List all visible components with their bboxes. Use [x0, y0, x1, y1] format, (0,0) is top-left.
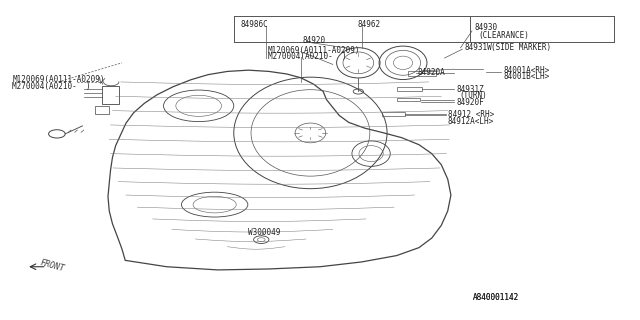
Text: 84001A<RH>: 84001A<RH>: [504, 66, 550, 75]
Text: 84962: 84962: [357, 20, 380, 29]
Text: 84931W: 84931W: [465, 43, 492, 52]
Text: A840001142: A840001142: [473, 292, 520, 301]
Text: M270004(A0210-  ): M270004(A0210- ): [12, 82, 91, 91]
Text: 84912 <RH>: 84912 <RH>: [448, 110, 494, 119]
Text: 84920: 84920: [303, 36, 326, 45]
Text: 84001B<LH>: 84001B<LH>: [504, 72, 550, 81]
Text: FRONT: FRONT: [39, 258, 65, 274]
Bar: [397, 98, 420, 101]
Text: 84920F: 84920F: [456, 98, 484, 107]
Text: 84986C: 84986C: [240, 20, 268, 29]
Text: M270004(A0210-  ): M270004(A0210- ): [268, 52, 346, 61]
Text: W300049: W300049: [248, 228, 281, 237]
Text: A840001142: A840001142: [473, 292, 520, 301]
Bar: [382, 112, 405, 116]
Text: (SIDE MARKER): (SIDE MARKER): [491, 43, 551, 52]
Bar: [397, 87, 422, 91]
Text: (TURN): (TURN): [460, 91, 487, 100]
Text: 84930: 84930: [474, 23, 498, 32]
Bar: [102, 86, 120, 104]
Bar: [408, 71, 436, 76]
Text: (CLEARANCE): (CLEARANCE): [478, 31, 529, 40]
Text: 84912A<LH>: 84912A<LH>: [448, 116, 494, 126]
Text: M120069(A0111-A0209): M120069(A0111-A0209): [12, 75, 105, 84]
Bar: [95, 106, 109, 114]
Text: 84920A: 84920A: [418, 68, 445, 77]
Text: 84931Z: 84931Z: [456, 85, 484, 94]
Text: M120069(A0111-A0209): M120069(A0111-A0209): [268, 45, 360, 55]
